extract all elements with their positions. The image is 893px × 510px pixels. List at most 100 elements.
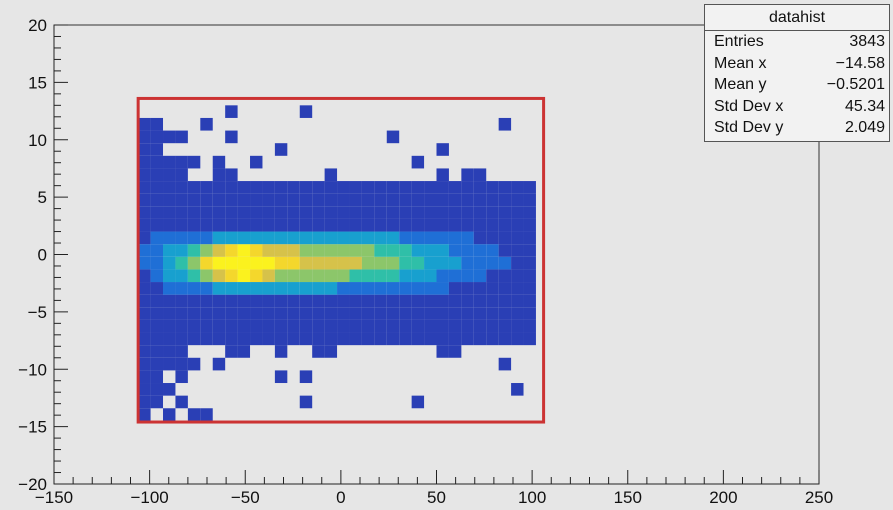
- heatmap-bin: [212, 332, 226, 346]
- heatmap-bin: [237, 269, 251, 283]
- x-tick-label: 200: [709, 488, 737, 507]
- heatmap-bin: [436, 218, 449, 232]
- heatmap-bin: [225, 218, 238, 232]
- stats-value: 2.049: [844, 119, 885, 136]
- heatmap-bin: [461, 244, 474, 257]
- heatmap-bin: [324, 231, 338, 245]
- heatmap-bin: [250, 231, 263, 245]
- heatmap-bin: [225, 105, 238, 118]
- heatmap-bin: [486, 307, 499, 320]
- heatmap-bin: [274, 218, 288, 232]
- heatmap-bin: [237, 231, 251, 245]
- heatmap-bin: [349, 332, 362, 346]
- heatmap-bin: [424, 307, 437, 320]
- heatmap-bin: [163, 218, 176, 232]
- heatmap-bin: [486, 193, 499, 207]
- heatmap-bin: [399, 319, 412, 333]
- heatmap-bin: [187, 244, 201, 257]
- heatmap-bin: [461, 193, 474, 207]
- heatmap-bin: [461, 332, 474, 346]
- heatmap-bin: [163, 357, 176, 371]
- heatmap-bin: [163, 294, 176, 308]
- heatmap-bin: [436, 206, 449, 219]
- heatmap-bin: [337, 282, 350, 295]
- heatmap-bin: [225, 345, 238, 358]
- heatmap-bin: [424, 269, 437, 283]
- heatmap-bin: [436, 143, 449, 156]
- heatmap-bin: [138, 218, 151, 232]
- heatmap-bin: [225, 319, 238, 333]
- heatmap-bin: [386, 181, 400, 194]
- heatmap-bin: [187, 269, 201, 283]
- heatmap-bin: [411, 307, 425, 320]
- heatmap-bin: [511, 332, 524, 346]
- heatmap-bin: [511, 231, 524, 245]
- heatmap-bin: [411, 218, 425, 232]
- heatmap-bin: [411, 256, 425, 270]
- heatmap-bin: [399, 307, 412, 320]
- heatmap-bin: [175, 319, 188, 333]
- heatmap-bin: [523, 294, 536, 308]
- stats-value: −0.5201: [826, 76, 885, 93]
- heatmap-bin: [150, 193, 164, 207]
- heatmap-bin: [361, 193, 375, 207]
- heatmap-bin: [411, 231, 425, 245]
- heatmap-bin: [324, 307, 338, 320]
- heatmap-bin: [175, 282, 188, 295]
- heatmap-bin: [175, 357, 188, 371]
- heatmap-bin: [138, 357, 151, 371]
- heatmap-bin: [200, 117, 213, 131]
- heatmap-bin: [262, 231, 275, 245]
- heatmap-bin: [399, 206, 412, 219]
- heatmap-bin: [399, 218, 412, 232]
- heatmap-bin: [163, 181, 176, 194]
- heatmap-bin: [175, 193, 188, 207]
- x-tick-label: 50: [427, 488, 446, 507]
- heatmap-bin: [225, 332, 238, 346]
- heatmap-bin: [486, 231, 499, 245]
- heatmap-bin: [187, 408, 201, 421]
- heatmap-bin: [386, 244, 400, 257]
- heatmap-bin: [498, 117, 512, 131]
- heatmap-bin: [312, 244, 325, 257]
- heatmap-bin: [461, 231, 474, 245]
- heatmap-bin: [138, 231, 151, 245]
- heatmap-bin: [225, 256, 238, 270]
- heatmap-bin: [473, 307, 487, 320]
- heatmap-bin: [262, 206, 275, 219]
- heatmap-bin: [200, 231, 213, 245]
- heatmap-bin: [473, 206, 487, 219]
- heatmap-bin: [399, 231, 412, 245]
- x-tick-label: 100: [518, 488, 546, 507]
- heatmap-bin: [150, 269, 164, 283]
- heatmap-bin: [448, 294, 462, 308]
- heatmap-bin: [498, 256, 512, 270]
- heatmap-bin: [237, 193, 251, 207]
- heatmap-bin: [175, 370, 188, 384]
- heatmap-bin: [424, 193, 437, 207]
- heatmap-bin: [287, 294, 300, 308]
- heatmap-bin: [436, 282, 449, 295]
- heatmap-bin: [163, 332, 176, 346]
- heatmap-bin: [511, 282, 524, 295]
- heatmap-bin: [324, 244, 338, 257]
- heatmap-bin: [386, 256, 400, 270]
- heatmap-bin: [138, 206, 151, 219]
- heatmap-bin: [523, 332, 536, 346]
- heatmap-bin: [349, 294, 362, 308]
- heatmap-bin: [212, 357, 226, 371]
- heatmap-bin: [511, 319, 524, 333]
- heatmap-bin: [511, 206, 524, 219]
- heatmap-bin: [324, 168, 338, 182]
- heatmap-bin: [349, 206, 362, 219]
- heatmap-bin: [138, 181, 151, 194]
- heatmap-bin: [473, 294, 487, 308]
- heatmap-bin: [337, 269, 350, 283]
- heatmap-bin: [274, 193, 288, 207]
- heatmap-bin: [299, 294, 313, 308]
- heatmap-bin: [150, 307, 164, 320]
- heatmap-bin: [150, 319, 164, 333]
- heatmap-bin: [287, 307, 300, 320]
- heatmap-bin: [212, 307, 226, 320]
- heatmap-bin: [498, 244, 512, 257]
